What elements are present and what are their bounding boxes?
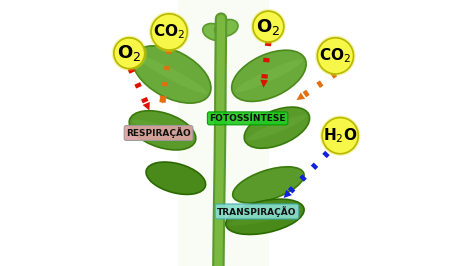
Text: CO$_2$: CO$_2$	[319, 47, 351, 65]
Ellipse shape	[226, 199, 304, 234]
Ellipse shape	[137, 55, 207, 94]
Text: CO$_2$: CO$_2$	[153, 23, 185, 41]
Ellipse shape	[233, 167, 304, 203]
Ellipse shape	[247, 115, 307, 140]
Circle shape	[112, 36, 147, 71]
Ellipse shape	[228, 208, 301, 226]
Circle shape	[114, 38, 145, 69]
Circle shape	[317, 38, 354, 74]
Ellipse shape	[235, 59, 303, 92]
Circle shape	[251, 9, 286, 44]
Bar	[179, 0, 269, 266]
Text: H$_2$O: H$_2$O	[323, 126, 357, 145]
Ellipse shape	[132, 119, 193, 141]
Circle shape	[315, 36, 356, 76]
Text: RESPIRAÇÃO: RESPIRAÇÃO	[126, 127, 191, 139]
Ellipse shape	[129, 111, 196, 150]
Text: O$_2$: O$_2$	[117, 43, 141, 63]
Ellipse shape	[203, 23, 226, 40]
Ellipse shape	[232, 50, 306, 101]
Circle shape	[253, 11, 284, 42]
Circle shape	[322, 118, 358, 154]
Circle shape	[149, 12, 190, 52]
Text: O$_2$: O$_2$	[256, 16, 281, 37]
Text: TRANSPIRAÇÃO: TRANSPIRAÇÃO	[217, 206, 297, 217]
Circle shape	[320, 115, 360, 156]
Ellipse shape	[215, 19, 238, 36]
Circle shape	[151, 14, 187, 50]
Ellipse shape	[146, 162, 206, 194]
Ellipse shape	[244, 107, 310, 148]
Ellipse shape	[133, 46, 211, 103]
Text: FOTOSSÍNTESE: FOTOSSÍNTESE	[210, 114, 286, 123]
